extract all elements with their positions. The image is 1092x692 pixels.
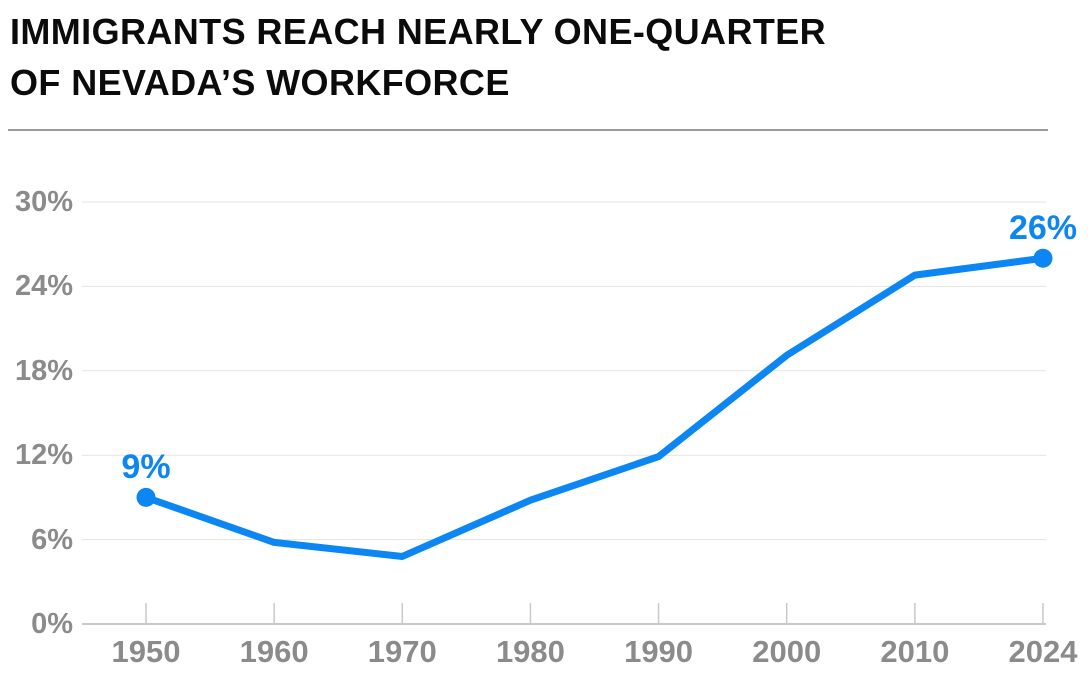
chart-title-line-2: OF NEVADA’S WORKFORCE bbox=[10, 62, 510, 103]
x-tick-label-2010: 2010 bbox=[880, 634, 950, 669]
title-divider bbox=[8, 129, 1048, 131]
y-tick-label-12: 12% bbox=[14, 439, 73, 472]
data-point-label-1950: 9% bbox=[121, 448, 171, 487]
y-tick-label-24: 24% bbox=[14, 270, 73, 303]
chart-canvas bbox=[82, 201, 1053, 625]
data-line-immigrant-share bbox=[142, 254, 1047, 560]
x-tick-label-2000: 2000 bbox=[752, 634, 822, 669]
x-tick-label-1970: 1970 bbox=[367, 634, 437, 669]
y-tick-label-6: 6% bbox=[31, 523, 73, 556]
y-tick-label-18: 18% bbox=[14, 354, 73, 387]
x-tick-label-1990: 1990 bbox=[624, 634, 694, 669]
chart-title: IMMIGRANTS REACH NEARLY ONE-QUARTER OF N… bbox=[10, 6, 826, 108]
x-tick-label-2024: 2024 bbox=[1008, 634, 1078, 669]
data-point-label-2024: 26% bbox=[1008, 209, 1078, 248]
x-tick-label-1950: 1950 bbox=[111, 634, 181, 669]
x-tick-label-1980: 1980 bbox=[495, 634, 565, 669]
y-tick-label-30: 30% bbox=[14, 185, 73, 218]
data-point-marker-1950 bbox=[136, 487, 156, 507]
x-tick-label-1960: 1960 bbox=[239, 634, 309, 669]
data-point-marker-2024 bbox=[1033, 248, 1053, 268]
chart-title-line-1: IMMIGRANTS REACH NEARLY ONE-QUARTER bbox=[10, 11, 827, 52]
line-chart: 0% 6% 12% 18% 24% 30% 1950 1960 1970 1980 1990 200… bbox=[0, 130, 1092, 692]
y-tick-label-0: 0% bbox=[31, 608, 73, 640]
